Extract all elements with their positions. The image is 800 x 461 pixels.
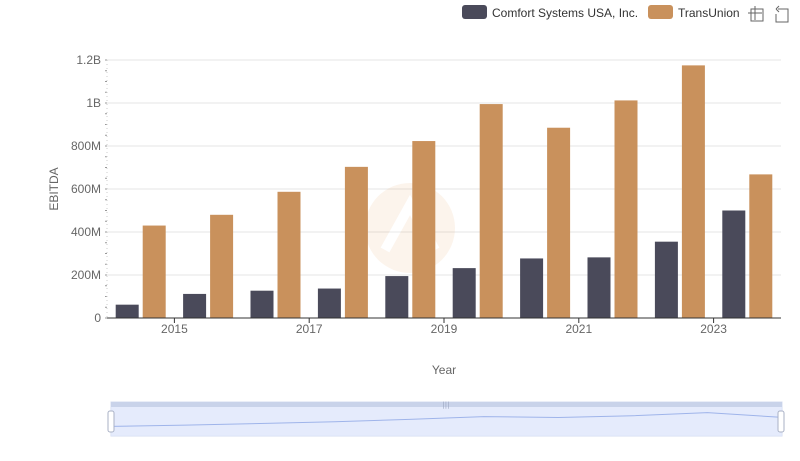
reset-icon[interactable] — [775, 5, 789, 23]
y-tick-label: 400M — [71, 225, 101, 239]
slider-grip-icon[interactable]: ||| — [442, 401, 449, 409]
x-axis-title: Year — [432, 363, 456, 377]
slider-top-bar[interactable] — [111, 402, 782, 407]
slider-handle-right[interactable] — [777, 410, 785, 433]
bar-transunion-2017[interactable] — [344, 166, 368, 318]
bar-comfort-systems-2014[interactable] — [115, 304, 139, 318]
data-zoom-slider[interactable]: ||| — [107, 401, 785, 437]
slider-selection[interactable] — [111, 407, 782, 436]
watermark-logo — [365, 183, 455, 273]
bar-comfort-systems-2018[interactable] — [385, 276, 409, 318]
x-tick-label: 2023 — [700, 322, 727, 336]
bar-comfort-systems-2015[interactable] — [183, 293, 207, 318]
legend[interactable]: Comfort Systems USA, Inc. TransUnion — [462, 5, 740, 20]
bar-transunion-2014[interactable] — [142, 225, 166, 318]
bar-transunion-2016[interactable] — [277, 191, 301, 318]
bar-transunion-2019[interactable] — [479, 104, 503, 318]
y-tick-label: 600M — [71, 182, 101, 196]
zoom-icon[interactable] — [748, 6, 764, 22]
bar-comfort-systems-2017[interactable] — [317, 288, 341, 318]
bar-transunion-2018[interactable] — [412, 141, 436, 318]
x-tick-label: 2019 — [431, 322, 458, 336]
y-tick-label: 800M — [71, 139, 101, 153]
bar-transunion-2023[interactable] — [749, 174, 773, 318]
legend-label-transunion: TransUnion — [678, 6, 740, 20]
slider-preview-line — [110, 412, 783, 427]
y-tick-label: 200M — [71, 268, 101, 282]
x-tick-label: 2021 — [565, 322, 592, 336]
bar-comfort-systems-2021[interactable] — [587, 257, 611, 318]
legend-swatch-transunion — [648, 5, 673, 19]
y-axis-title: EBITDA — [47, 167, 61, 210]
bars — [115, 65, 773, 319]
x-axis-ticks: 2015 2017 2019 2021 2023 — [161, 318, 727, 336]
legend-item-transunion[interactable]: TransUnion — [648, 5, 740, 20]
y-tick-label: 1.2B — [76, 53, 101, 67]
bar-comfort-systems-2023[interactable] — [722, 210, 746, 319]
legend-item-comfort-systems[interactable]: Comfort Systems USA, Inc. — [462, 5, 638, 20]
bar-transunion-2022[interactable] — [681, 65, 705, 318]
slider-handle-left[interactable] — [107, 410, 115, 433]
y-tick-label: 1B — [86, 96, 101, 110]
bar-transunion-2021[interactable] — [614, 100, 638, 318]
bar-transunion-2015[interactable] — [210, 214, 234, 318]
bar-transunion-2020[interactable] — [547, 127, 571, 318]
x-tick-label: 2015 — [161, 322, 188, 336]
bar-comfort-systems-2019[interactable] — [452, 268, 476, 318]
y-axis-ticks: 0 200M 400M 600M 800M 1B 1.2B — [71, 53, 107, 325]
legend-label-comfort-systems: Comfort Systems USA, Inc. — [492, 6, 638, 20]
bar-comfort-systems-2022[interactable] — [654, 241, 678, 318]
bar-comfort-systems-2020[interactable] — [520, 258, 544, 318]
x-tick-label: 2017 — [296, 322, 323, 336]
bar-comfort-systems-2016[interactable] — [250, 290, 274, 318]
y-tick-label: 0 — [94, 311, 101, 325]
legend-swatch-comfort-systems — [462, 5, 487, 19]
